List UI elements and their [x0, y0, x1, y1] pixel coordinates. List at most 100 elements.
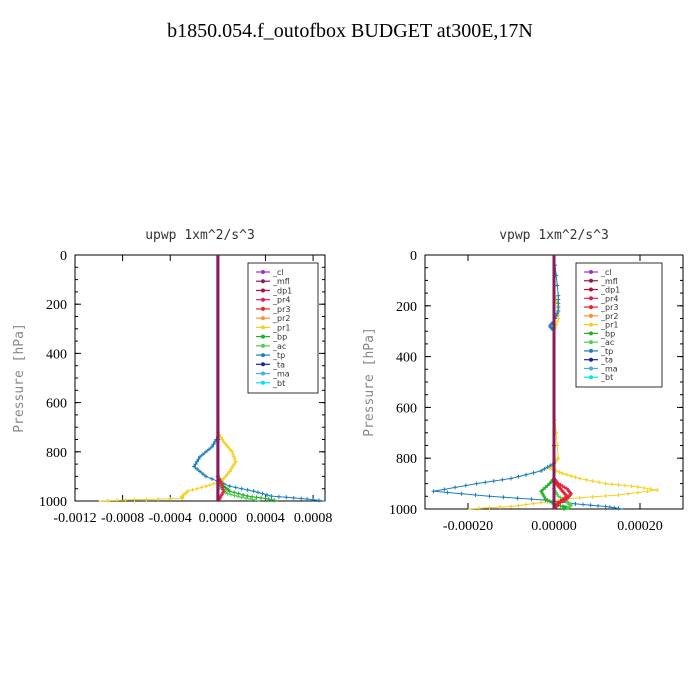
- series-point: [132, 497, 137, 502]
- series-point: [123, 498, 128, 503]
- series-point: [531, 470, 536, 475]
- legend-marker: [261, 380, 265, 385]
- legend-marker: [589, 331, 593, 336]
- series-point: [547, 481, 552, 486]
- series-point: [556, 305, 561, 310]
- legend-label: _ta: [600, 356, 613, 365]
- series-point: [225, 491, 230, 496]
- series-point: [239, 495, 244, 500]
- series-point: [269, 494, 274, 499]
- y-axis-label: Pressure [hPa]: [362, 327, 377, 437]
- series-point: [193, 462, 198, 467]
- series-point: [548, 463, 553, 468]
- series-point: [227, 484, 232, 489]
- series-point: [209, 476, 214, 481]
- y-tick-label: 800: [396, 452, 417, 467]
- x-tick-label: 0.0000: [199, 511, 238, 526]
- series-point: [487, 505, 492, 510]
- series-point: [203, 474, 208, 479]
- series-point: [223, 474, 228, 479]
- x-tick-label: 0.00000: [531, 519, 577, 534]
- legend-marker: [261, 343, 265, 348]
- series-point: [241, 492, 246, 497]
- series-point: [560, 484, 565, 489]
- series-point: [236, 494, 241, 499]
- series-point: [616, 482, 621, 487]
- series-point: [211, 442, 216, 447]
- plot-title: upwp 1xm^2/s^3: [145, 228, 255, 243]
- series-point: [195, 459, 200, 464]
- series-point: [459, 491, 464, 496]
- legend-marker: [589, 348, 593, 353]
- series-point: [232, 457, 237, 462]
- series-point: [228, 492, 233, 497]
- legend-label: _pr1: [600, 321, 618, 330]
- legend-label: _pr2: [272, 314, 290, 323]
- series-point: [516, 474, 521, 479]
- legend-marker: [589, 313, 593, 318]
- series-point: [547, 466, 552, 471]
- series-point: [264, 492, 269, 497]
- series-point: [648, 486, 653, 491]
- series-point: [590, 479, 595, 484]
- series-point: [266, 497, 271, 502]
- series-point: [463, 483, 468, 488]
- series-point: [603, 481, 608, 486]
- legend-label: _pr4: [272, 296, 290, 305]
- legend-marker: [261, 353, 265, 358]
- legend-marker: [261, 371, 265, 376]
- series-point: [220, 483, 225, 488]
- figure-title: b1850.054.f_outofbox BUDGET at300E,17N: [167, 20, 533, 42]
- series-point: [562, 485, 567, 490]
- series-point: [180, 496, 185, 501]
- series-point: [254, 495, 259, 500]
- series-point: [577, 495, 582, 500]
- series-point: [564, 494, 569, 499]
- x-tick-label: -0.0004: [149, 511, 192, 526]
- series-point: [655, 487, 660, 492]
- series-point: [501, 495, 506, 500]
- series-point: [250, 494, 255, 499]
- series-point: [230, 464, 235, 469]
- series-point: [221, 487, 226, 492]
- series-point: [487, 494, 492, 499]
- legend-label: _pr2: [600, 312, 618, 321]
- series-point: [259, 495, 264, 500]
- x-tick-label: -0.00020: [443, 519, 493, 534]
- legend-marker: [261, 325, 265, 330]
- legend-label: _cl: [272, 268, 284, 277]
- series-point: [245, 494, 250, 499]
- series-point: [616, 506, 621, 511]
- series-point: [509, 476, 513, 481]
- legend-marker: [589, 305, 593, 310]
- series-point: [223, 442, 228, 447]
- series-point: [645, 489, 650, 494]
- legend-marker: [589, 366, 593, 371]
- legend-label: _pr3: [600, 303, 618, 312]
- legend-marker: [589, 278, 593, 283]
- series-point: [211, 481, 216, 486]
- series-point: [560, 471, 565, 476]
- series-point: [212, 439, 217, 444]
- legend-label: _tp: [600, 347, 613, 356]
- series-point: [542, 466, 547, 471]
- series-point: [200, 452, 205, 457]
- y-tick-label: 0: [410, 249, 417, 264]
- series-point: [431, 489, 436, 494]
- legend-label: _pr3: [272, 305, 290, 314]
- y-tick-label: 1000: [39, 495, 67, 510]
- y-tick-label: 0: [60, 249, 67, 264]
- series-point: [284, 495, 289, 500]
- series-point: [562, 495, 567, 500]
- legend-label: _bp: [600, 329, 615, 338]
- series-point: [198, 469, 202, 474]
- legend-marker: [261, 362, 265, 367]
- series-point: [442, 487, 447, 492]
- series-point: [105, 498, 110, 503]
- series-point: [524, 502, 529, 507]
- series-point: [195, 486, 200, 491]
- series-point: [221, 439, 226, 444]
- legend-marker: [589, 287, 593, 292]
- series-point: [219, 481, 224, 486]
